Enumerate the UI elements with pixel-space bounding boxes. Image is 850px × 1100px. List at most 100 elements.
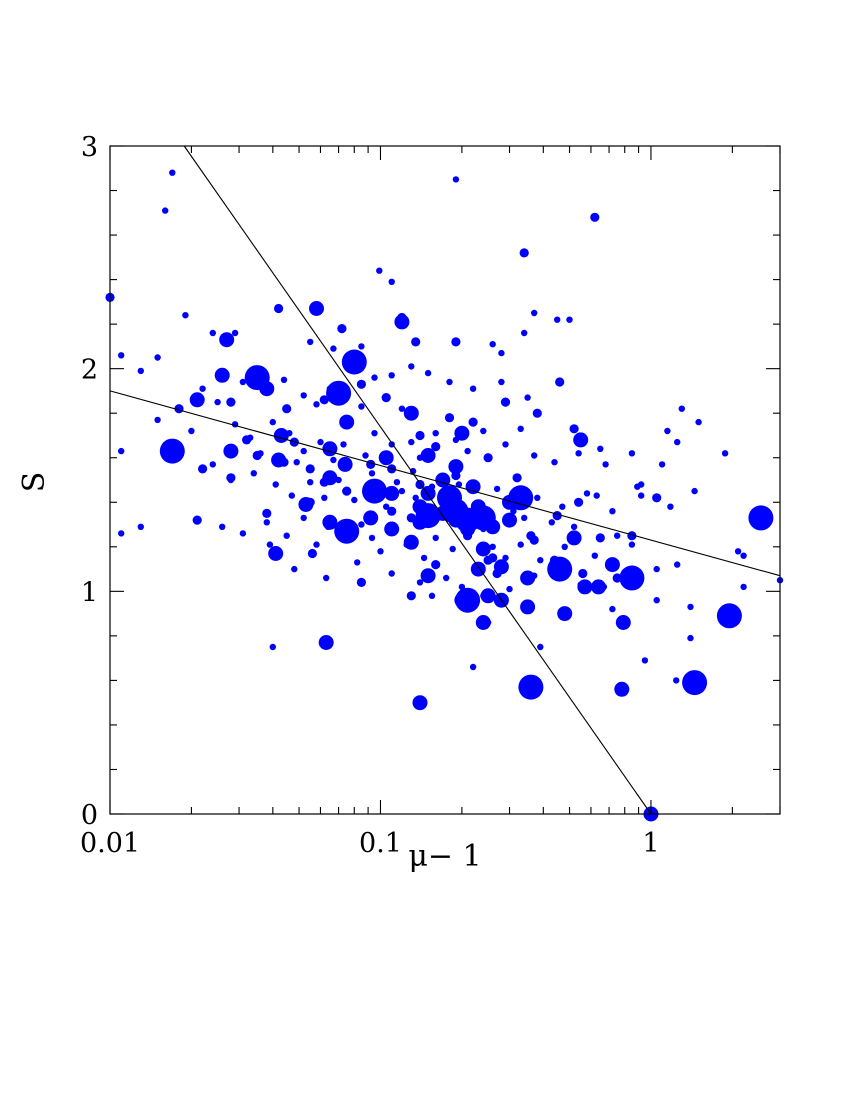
data-point <box>384 521 400 537</box>
data-point <box>614 532 621 539</box>
data-point <box>321 494 328 501</box>
data-point <box>424 369 432 377</box>
data-point <box>569 424 579 434</box>
data-point <box>454 425 470 441</box>
data-point <box>547 556 573 582</box>
data-point <box>137 367 144 375</box>
data-point <box>682 670 708 696</box>
data-point <box>231 329 239 337</box>
data-point <box>489 341 496 348</box>
data-point <box>451 337 461 347</box>
data-point <box>449 545 456 553</box>
y-tick-label: 2 <box>81 355 98 386</box>
data-point <box>502 554 509 562</box>
data-point <box>383 503 390 510</box>
data-point <box>475 615 491 630</box>
data-point <box>468 417 478 427</box>
data-point <box>493 559 509 575</box>
data-point <box>408 363 415 370</box>
data-point <box>431 442 441 452</box>
data-point <box>455 587 481 613</box>
data-point <box>740 583 747 591</box>
data-point <box>313 401 320 408</box>
data-point <box>532 408 542 418</box>
data-point <box>409 467 417 475</box>
data-point <box>363 510 379 526</box>
data-point <box>435 472 451 488</box>
data-point <box>406 591 416 601</box>
data-point <box>159 438 185 464</box>
data-point <box>274 303 284 314</box>
data-point <box>674 561 681 568</box>
y-tick-label: 1 <box>81 577 98 608</box>
data-point <box>263 519 270 526</box>
data-point <box>517 425 524 432</box>
data-point <box>371 430 378 437</box>
data-point <box>269 643 276 651</box>
data-point <box>137 523 144 530</box>
data-point <box>687 634 694 642</box>
data-point <box>480 588 496 604</box>
data-point <box>239 530 247 537</box>
data-point <box>250 470 257 477</box>
data-point <box>242 435 252 445</box>
data-point <box>283 532 290 539</box>
x-tick-label: 0.1 <box>359 828 402 859</box>
data-point <box>612 573 622 583</box>
data-point <box>575 450 582 457</box>
data-point <box>420 568 436 584</box>
data-point <box>520 570 536 586</box>
data-point <box>226 397 236 407</box>
data-point <box>428 592 436 599</box>
data-point <box>641 657 649 664</box>
data-point <box>559 503 566 510</box>
data-point <box>498 349 505 357</box>
data-point <box>244 365 270 391</box>
data-point <box>118 352 125 359</box>
data-point <box>368 470 376 477</box>
data-point <box>721 450 729 457</box>
data-point <box>574 497 584 507</box>
data-point <box>638 481 645 488</box>
fit-lines <box>109 145 781 815</box>
data-point <box>557 606 573 622</box>
data-point <box>519 248 529 258</box>
data-point <box>561 543 568 550</box>
data-point <box>627 531 637 541</box>
data-point <box>209 329 216 337</box>
data-point <box>578 568 588 579</box>
x-axis-label: μ− 1 <box>408 839 481 874</box>
data-point <box>293 459 300 466</box>
data-point <box>358 521 365 528</box>
data-point <box>300 447 307 455</box>
data-point <box>298 497 314 512</box>
data-point <box>470 505 496 531</box>
fit-line <box>109 390 781 577</box>
data-point <box>322 514 338 530</box>
data-point <box>748 505 774 531</box>
data-point <box>322 470 338 486</box>
data-point <box>502 441 509 448</box>
data-point <box>307 479 314 486</box>
data-point <box>448 459 464 475</box>
data-point <box>502 512 517 528</box>
data-point <box>597 445 604 452</box>
plot-frame <box>109 145 781 815</box>
data-point <box>358 343 365 350</box>
data-point <box>351 496 358 504</box>
data-point <box>506 585 513 593</box>
data-point <box>262 508 272 518</box>
data-point <box>388 372 395 379</box>
data-point <box>273 428 289 443</box>
data-point <box>376 267 383 274</box>
data-point <box>653 597 660 604</box>
data-point <box>300 514 307 522</box>
data-point <box>443 574 450 582</box>
data-point <box>309 301 324 316</box>
data-point <box>548 519 555 526</box>
data-point <box>381 393 391 403</box>
data-point <box>554 316 561 323</box>
data-point <box>362 478 387 504</box>
data-point <box>342 486 352 496</box>
data-point <box>199 385 206 392</box>
